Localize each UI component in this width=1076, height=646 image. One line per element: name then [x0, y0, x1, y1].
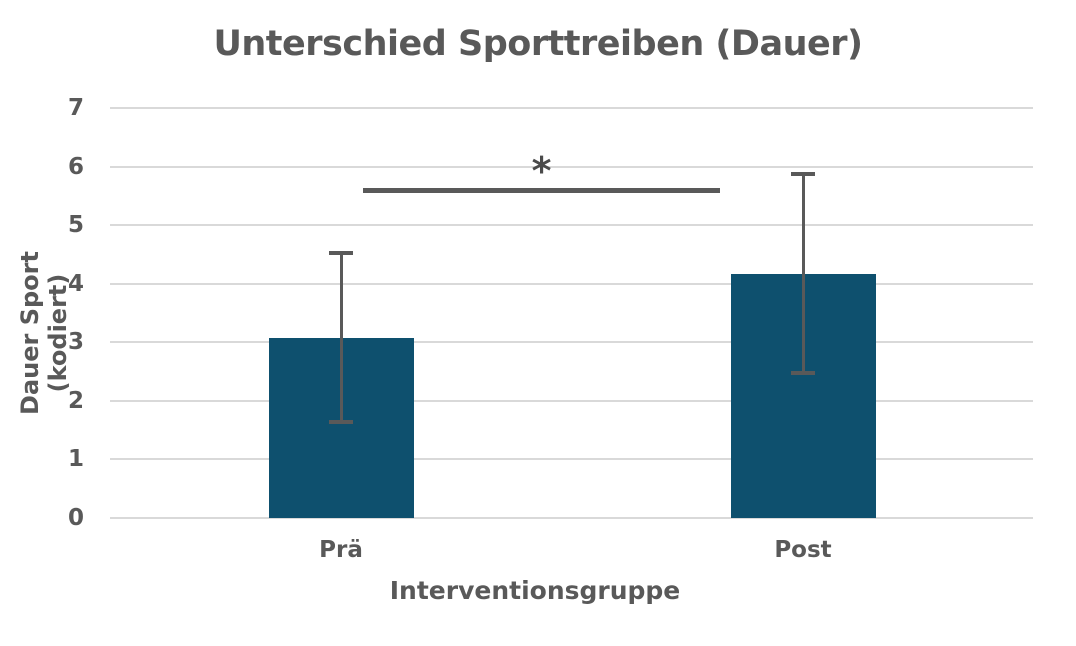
y-tick-label: 2 — [67, 387, 84, 414]
x-tick-label: Post — [774, 537, 832, 563]
error-bar-line — [801, 174, 805, 374]
gridline — [110, 458, 1033, 461]
gridline — [110, 517, 1033, 519]
gridline — [110, 224, 1033, 227]
significance-line — [363, 187, 720, 193]
chart-title: Unterschied Sporttreiben (Dauer) — [213, 24, 863, 64]
y-tick-label: 3 — [67, 329, 84, 356]
y-tick-label: 0 — [67, 505, 84, 531]
error-bar-cap — [791, 371, 815, 376]
error-bar-cap — [329, 250, 353, 255]
gridline — [110, 399, 1033, 402]
error-bar-cap — [329, 419, 353, 424]
significance-star: * — [531, 149, 552, 193]
gridline — [110, 165, 1033, 168]
y-tick-label: 4 — [67, 270, 84, 297]
gridline — [110, 107, 1033, 109]
error-bar-cap — [791, 172, 815, 177]
gridline — [110, 341, 1033, 344]
gridline — [110, 282, 1033, 285]
x-axis-title: Interventionsgruppe — [389, 576, 681, 605]
y-tick-label: 6 — [67, 153, 84, 180]
y-tick-label: 7 — [67, 95, 84, 121]
x-tick-label: Prä — [319, 537, 363, 563]
y-tick-label: 1 — [67, 446, 84, 473]
y-tick-label: 5 — [67, 212, 84, 239]
error-bar-line — [339, 252, 343, 422]
